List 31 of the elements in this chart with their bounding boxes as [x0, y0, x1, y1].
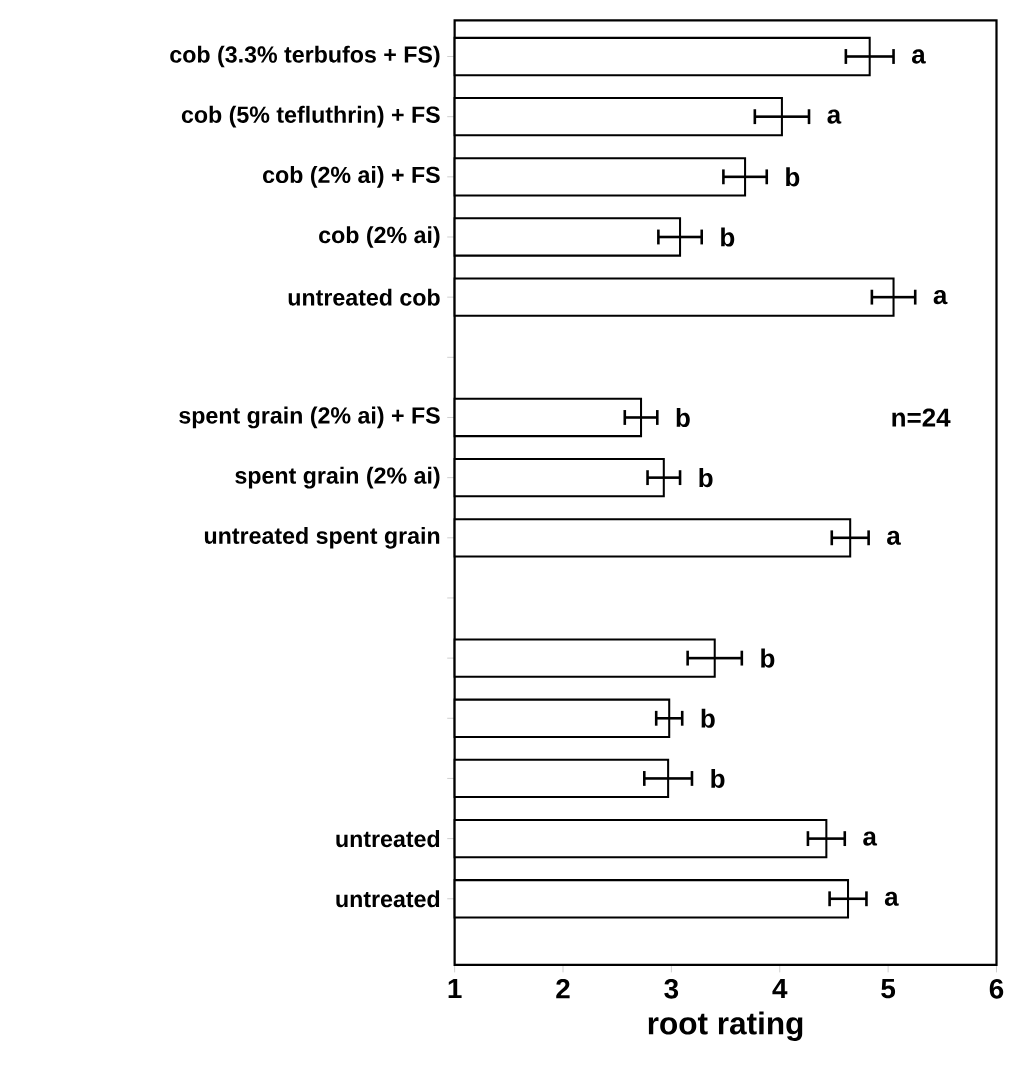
data-label: a [863, 831, 878, 846]
data-label: a [884, 891, 899, 906]
data-label: b [676, 407, 690, 428]
y-tick-label: cob (2% ai) [319, 226, 440, 248]
data-label: b [699, 468, 713, 488]
x-tick-label: 2 [556, 978, 570, 999]
y-tick-label: untreated [336, 890, 440, 908]
x-tick-label: 5 [881, 978, 896, 999]
y-tick-label: spent grain (2% ai) + FS [179, 406, 440, 429]
data-label: a [933, 290, 948, 305]
data-label: b [701, 708, 715, 728]
y-tick-label: untreated [336, 830, 440, 848]
y-tick-label: spent grain (2% ai) [235, 466, 440, 489]
x-tick-label: 3 [664, 978, 679, 999]
x-tick-label: 6 [989, 978, 1004, 999]
y-tick-label: untreated cob [288, 288, 440, 306]
data-label: a [827, 109, 842, 124]
x-axis-title: root rating [648, 1011, 803, 1041]
y-tick-label: cob (5% tefluthrin) + FS [181, 105, 440, 128]
data-label: a [887, 530, 901, 545]
y-tick-label: cob (2% ai) + FS [263, 166, 440, 188]
data-label: b [786, 167, 800, 187]
data-label: a [911, 49, 926, 64]
data-label: b [711, 768, 725, 788]
data-label: b [761, 648, 775, 668]
x-tick-label: 4 [772, 978, 788, 999]
y-tick-label: cob (3.3% terbufos + FS) [170, 45, 440, 68]
annotation: n=24 [892, 408, 951, 427]
y-tick-label: untreated spent grain [204, 526, 440, 549]
data-label: b [721, 227, 735, 247]
x-tick-label: 1 [448, 978, 462, 999]
